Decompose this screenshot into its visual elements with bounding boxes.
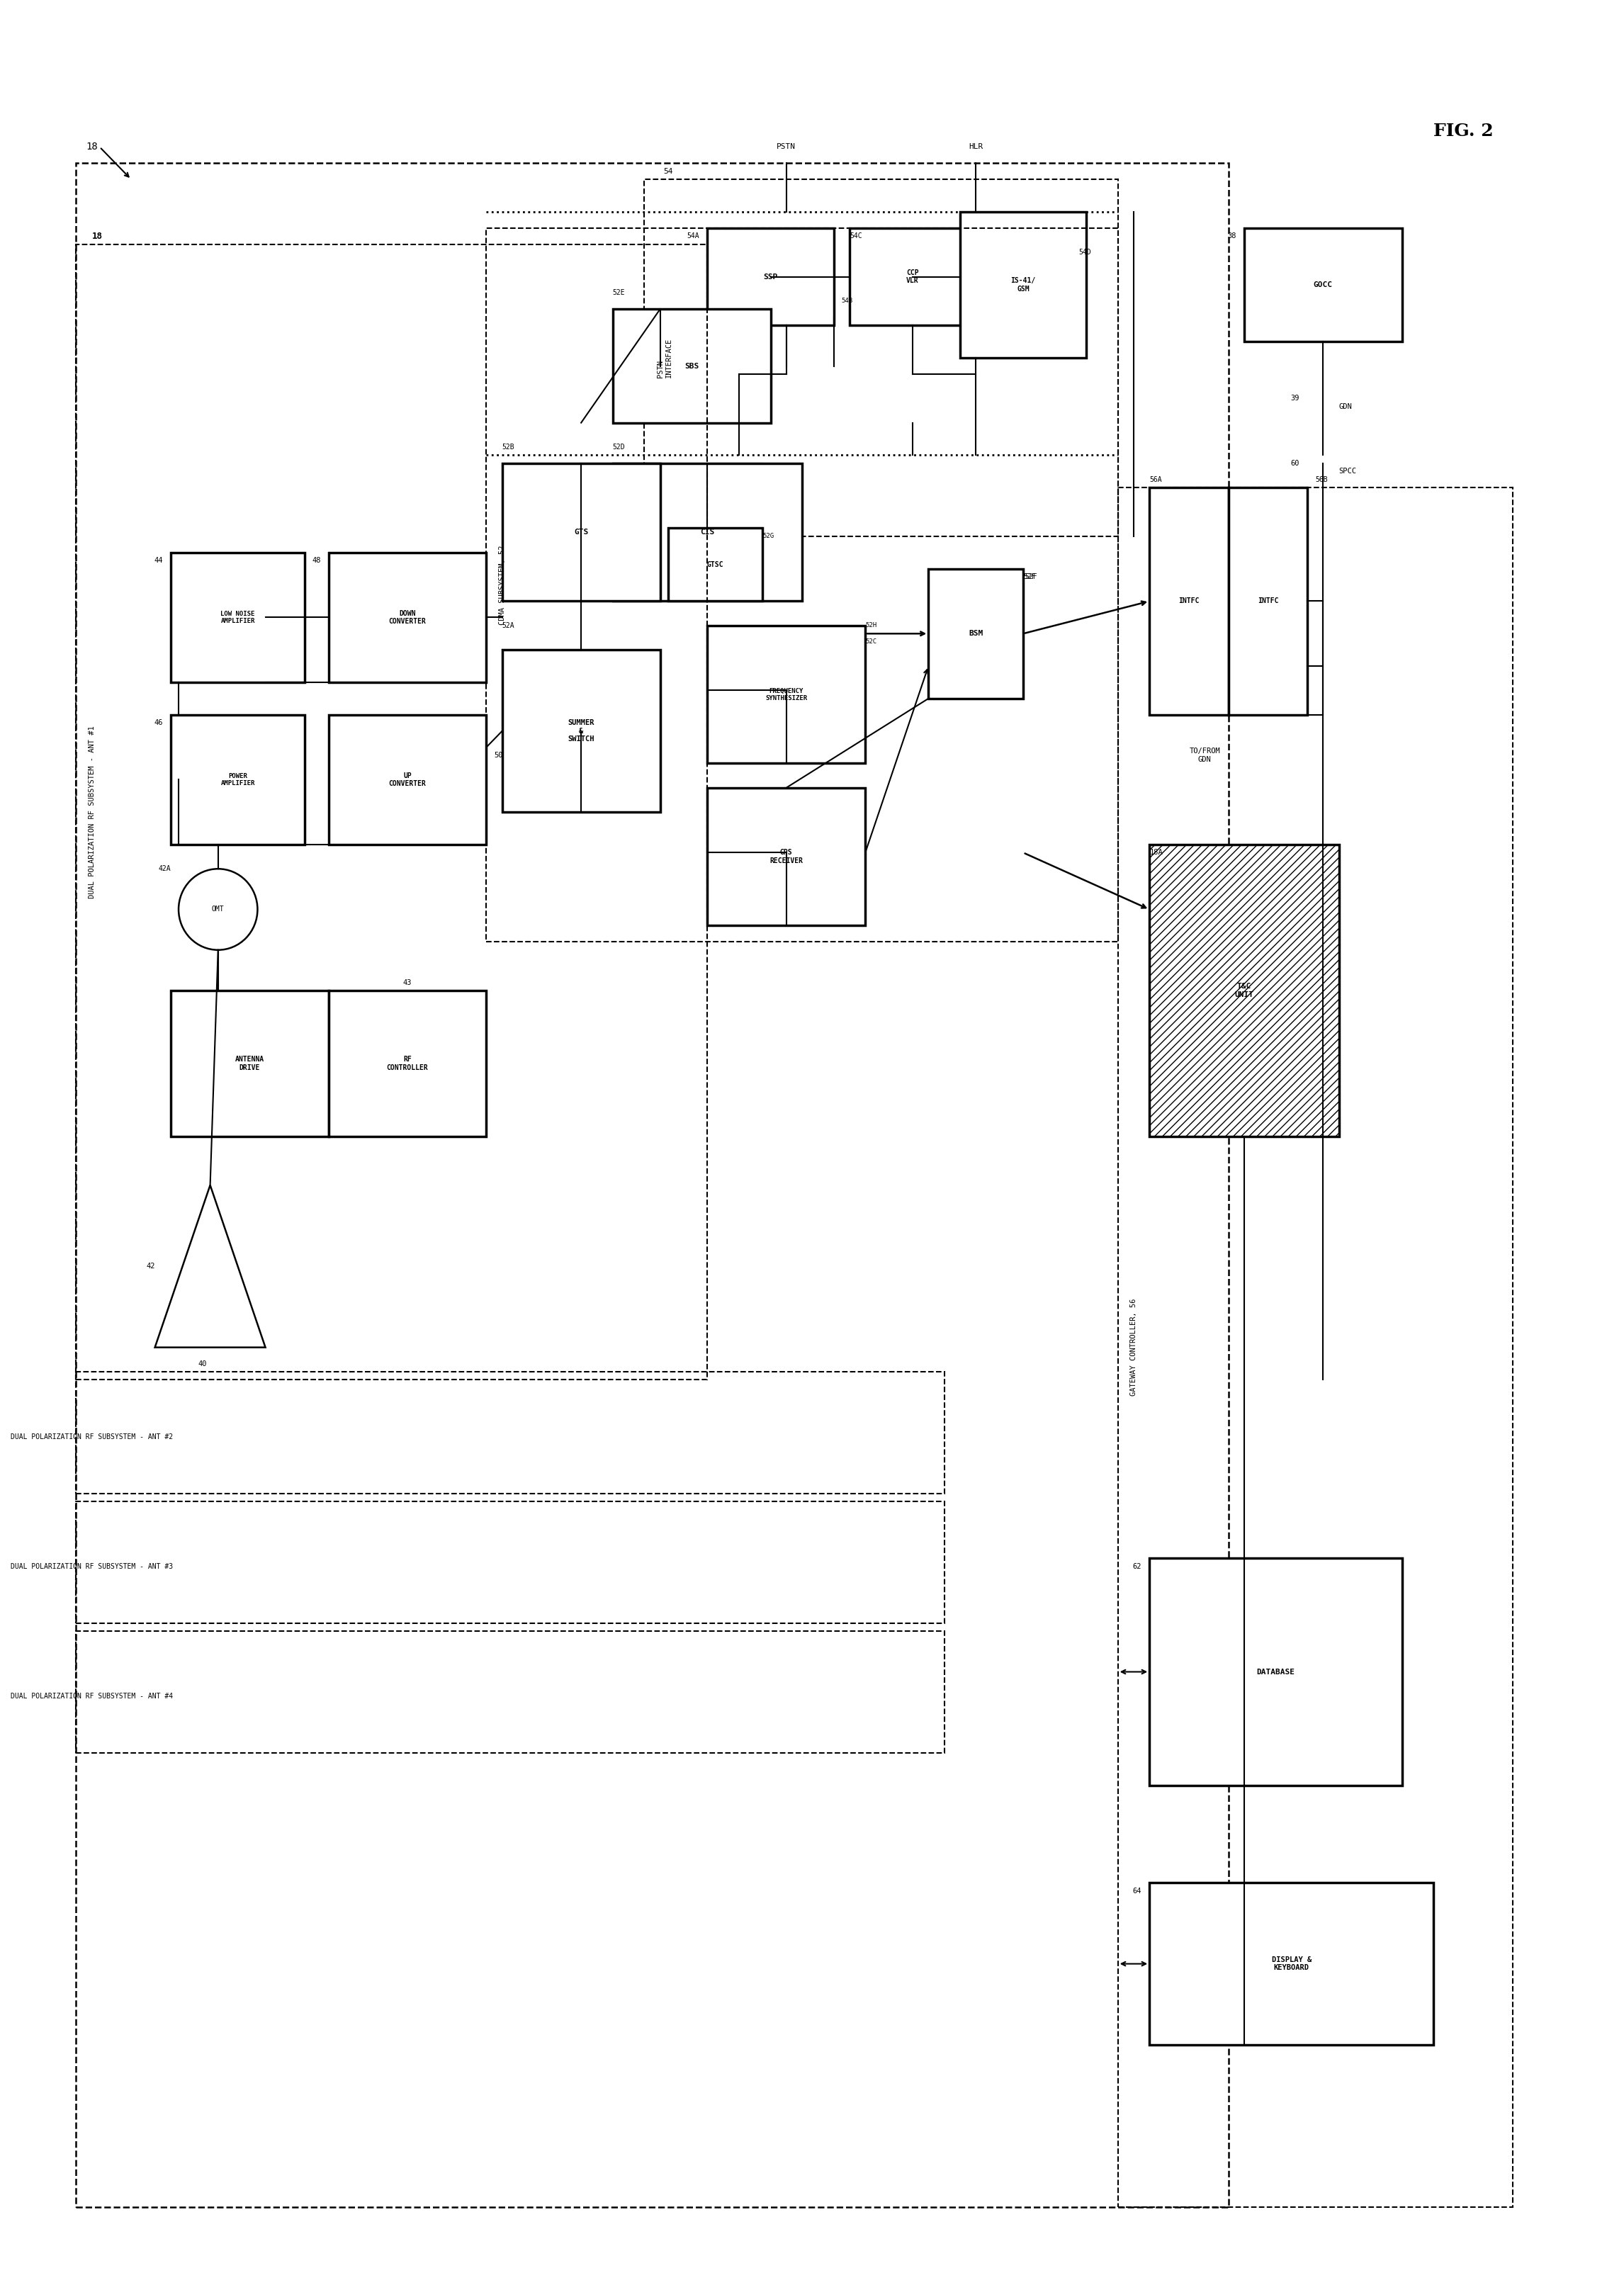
Text: GATEWAY CONTROLLER, 56: GATEWAY CONTROLLER, 56 xyxy=(1130,1298,1137,1396)
Text: DISPLAY &
KEYBOARD: DISPLAY & KEYBOARD xyxy=(1272,1957,1312,1971)
FancyBboxPatch shape xyxy=(708,625,866,764)
Text: FIG. 2: FIG. 2 xyxy=(1434,123,1494,139)
Text: 54: 54 xyxy=(663,168,672,175)
Text: 54C: 54C xyxy=(849,232,862,239)
Text: 52G: 52G xyxy=(763,534,775,539)
FancyBboxPatch shape xyxy=(612,309,770,423)
Text: 52F: 52F xyxy=(1025,573,1038,580)
Text: DUAL POLARIZATION RF SUBSYSTEM - ANT #4: DUAL POLARIZATION RF SUBSYSTEM - ANT #4 xyxy=(11,1693,172,1700)
Text: GPS
RECEIVER: GPS RECEIVER xyxy=(770,850,802,864)
Text: T&C
UNIT: T&C UNIT xyxy=(1234,982,1254,998)
Text: DATABASE: DATABASE xyxy=(1257,1668,1294,1675)
FancyBboxPatch shape xyxy=(708,789,866,925)
Text: 60: 60 xyxy=(1291,459,1299,466)
Text: DUAL POLARIZATION RF SUBSYSTEM - ANT #2: DUAL POLARIZATION RF SUBSYSTEM - ANT #2 xyxy=(11,1432,172,1441)
FancyBboxPatch shape xyxy=(328,552,487,682)
Text: 18: 18 xyxy=(86,141,97,152)
Text: CDMA SUBSYSTEM, 52: CDMA SUBSYSTEM, 52 xyxy=(499,546,507,625)
Text: 52E: 52E xyxy=(612,289,625,295)
FancyBboxPatch shape xyxy=(171,991,328,1136)
Text: PSTN: PSTN xyxy=(776,143,796,150)
Text: TO/FROM
GDN: TO/FROM GDN xyxy=(1189,748,1220,764)
Text: FREQUENCY
SYNTHESIZER: FREQUENCY SYNTHESIZER xyxy=(765,689,807,702)
Text: GDN: GDN xyxy=(1338,402,1353,409)
Text: LOW NOISE
AMPLIFIER: LOW NOISE AMPLIFIER xyxy=(221,611,255,625)
FancyBboxPatch shape xyxy=(1244,227,1402,341)
Text: 43: 43 xyxy=(403,980,412,986)
FancyBboxPatch shape xyxy=(502,464,659,600)
FancyBboxPatch shape xyxy=(171,552,305,682)
FancyBboxPatch shape xyxy=(328,714,487,846)
Text: HLR: HLR xyxy=(968,143,983,150)
Text: INTFC: INTFC xyxy=(1179,598,1199,605)
Polygon shape xyxy=(154,1184,265,1348)
Text: UP
CONVERTER: UP CONVERTER xyxy=(388,773,425,786)
Text: CIS: CIS xyxy=(700,530,715,536)
Text: 56B: 56B xyxy=(1315,475,1328,484)
Text: 62: 62 xyxy=(1132,1564,1142,1571)
Text: 56A: 56A xyxy=(1150,475,1161,484)
Text: 52F: 52F xyxy=(1023,573,1036,580)
FancyBboxPatch shape xyxy=(1150,1882,1434,2046)
Text: 40: 40 xyxy=(198,1359,206,1366)
Text: SSP: SSP xyxy=(763,273,778,280)
Text: SUMMER
&
SWITCH: SUMMER & SWITCH xyxy=(568,718,594,743)
Text: 38: 38 xyxy=(1228,232,1236,239)
Text: DUAL POLARIZATION RF SUBSYSTEM - ANT #3: DUAL POLARIZATION RF SUBSYSTEM - ANT #3 xyxy=(11,1564,172,1571)
Text: BSM: BSM xyxy=(968,630,983,636)
Text: ANTENNA
DRIVE: ANTENNA DRIVE xyxy=(235,1057,265,1071)
Text: SPCC: SPCC xyxy=(1338,468,1356,475)
Text: 42A: 42A xyxy=(158,866,171,873)
Text: 54D: 54D xyxy=(1078,248,1091,257)
Text: 52C: 52C xyxy=(866,639,877,646)
Text: 50: 50 xyxy=(494,752,503,759)
Text: 39: 39 xyxy=(1291,396,1299,402)
Text: GOCC: GOCC xyxy=(1314,282,1333,289)
FancyBboxPatch shape xyxy=(849,227,976,325)
Text: CCP
VLR: CCP VLR xyxy=(906,268,919,284)
Text: 52H: 52H xyxy=(866,623,877,630)
Text: RF
CONTROLLER: RF CONTROLLER xyxy=(387,1057,429,1071)
Text: 52B: 52B xyxy=(502,443,515,450)
Text: 18A: 18A xyxy=(1150,850,1163,857)
Text: 52D: 52D xyxy=(612,443,625,450)
FancyBboxPatch shape xyxy=(328,991,487,1136)
FancyBboxPatch shape xyxy=(667,527,763,600)
Text: POWER
AMPLIFIER: POWER AMPLIFIER xyxy=(221,773,255,786)
Text: 54A: 54A xyxy=(687,232,700,239)
Text: INTFC: INTFC xyxy=(1257,598,1278,605)
FancyBboxPatch shape xyxy=(708,227,833,325)
Text: 64: 64 xyxy=(1132,1887,1142,1893)
Text: OMT: OMT xyxy=(211,907,224,914)
Text: 46: 46 xyxy=(154,718,162,727)
Text: 42: 42 xyxy=(146,1264,154,1271)
Text: DUAL POLARIZATION RF SUBSYSTEM - ANT #1: DUAL POLARIZATION RF SUBSYSTEM - ANT #1 xyxy=(89,725,96,898)
FancyBboxPatch shape xyxy=(612,464,802,600)
FancyBboxPatch shape xyxy=(1228,489,1307,714)
Text: 18: 18 xyxy=(93,232,102,241)
Text: GTSC: GTSC xyxy=(706,561,724,568)
Text: 54B: 54B xyxy=(841,298,853,305)
FancyBboxPatch shape xyxy=(171,714,305,846)
Text: 44: 44 xyxy=(154,557,162,564)
FancyBboxPatch shape xyxy=(960,211,1086,357)
Text: 52A: 52A xyxy=(502,623,515,630)
FancyBboxPatch shape xyxy=(1150,846,1338,1136)
Text: IS-41/
GSM: IS-41/ GSM xyxy=(1010,277,1036,293)
Text: GTS: GTS xyxy=(573,530,588,536)
Text: DOWN
CONVERTER: DOWN CONVERTER xyxy=(388,609,425,625)
FancyBboxPatch shape xyxy=(929,568,1023,698)
Text: PSTN
INTERFACE: PSTN INTERFACE xyxy=(656,339,672,377)
FancyBboxPatch shape xyxy=(502,650,659,811)
Text: SBS: SBS xyxy=(684,361,698,370)
FancyBboxPatch shape xyxy=(1150,489,1228,714)
Text: 48: 48 xyxy=(312,557,320,564)
FancyBboxPatch shape xyxy=(1150,1559,1402,1784)
